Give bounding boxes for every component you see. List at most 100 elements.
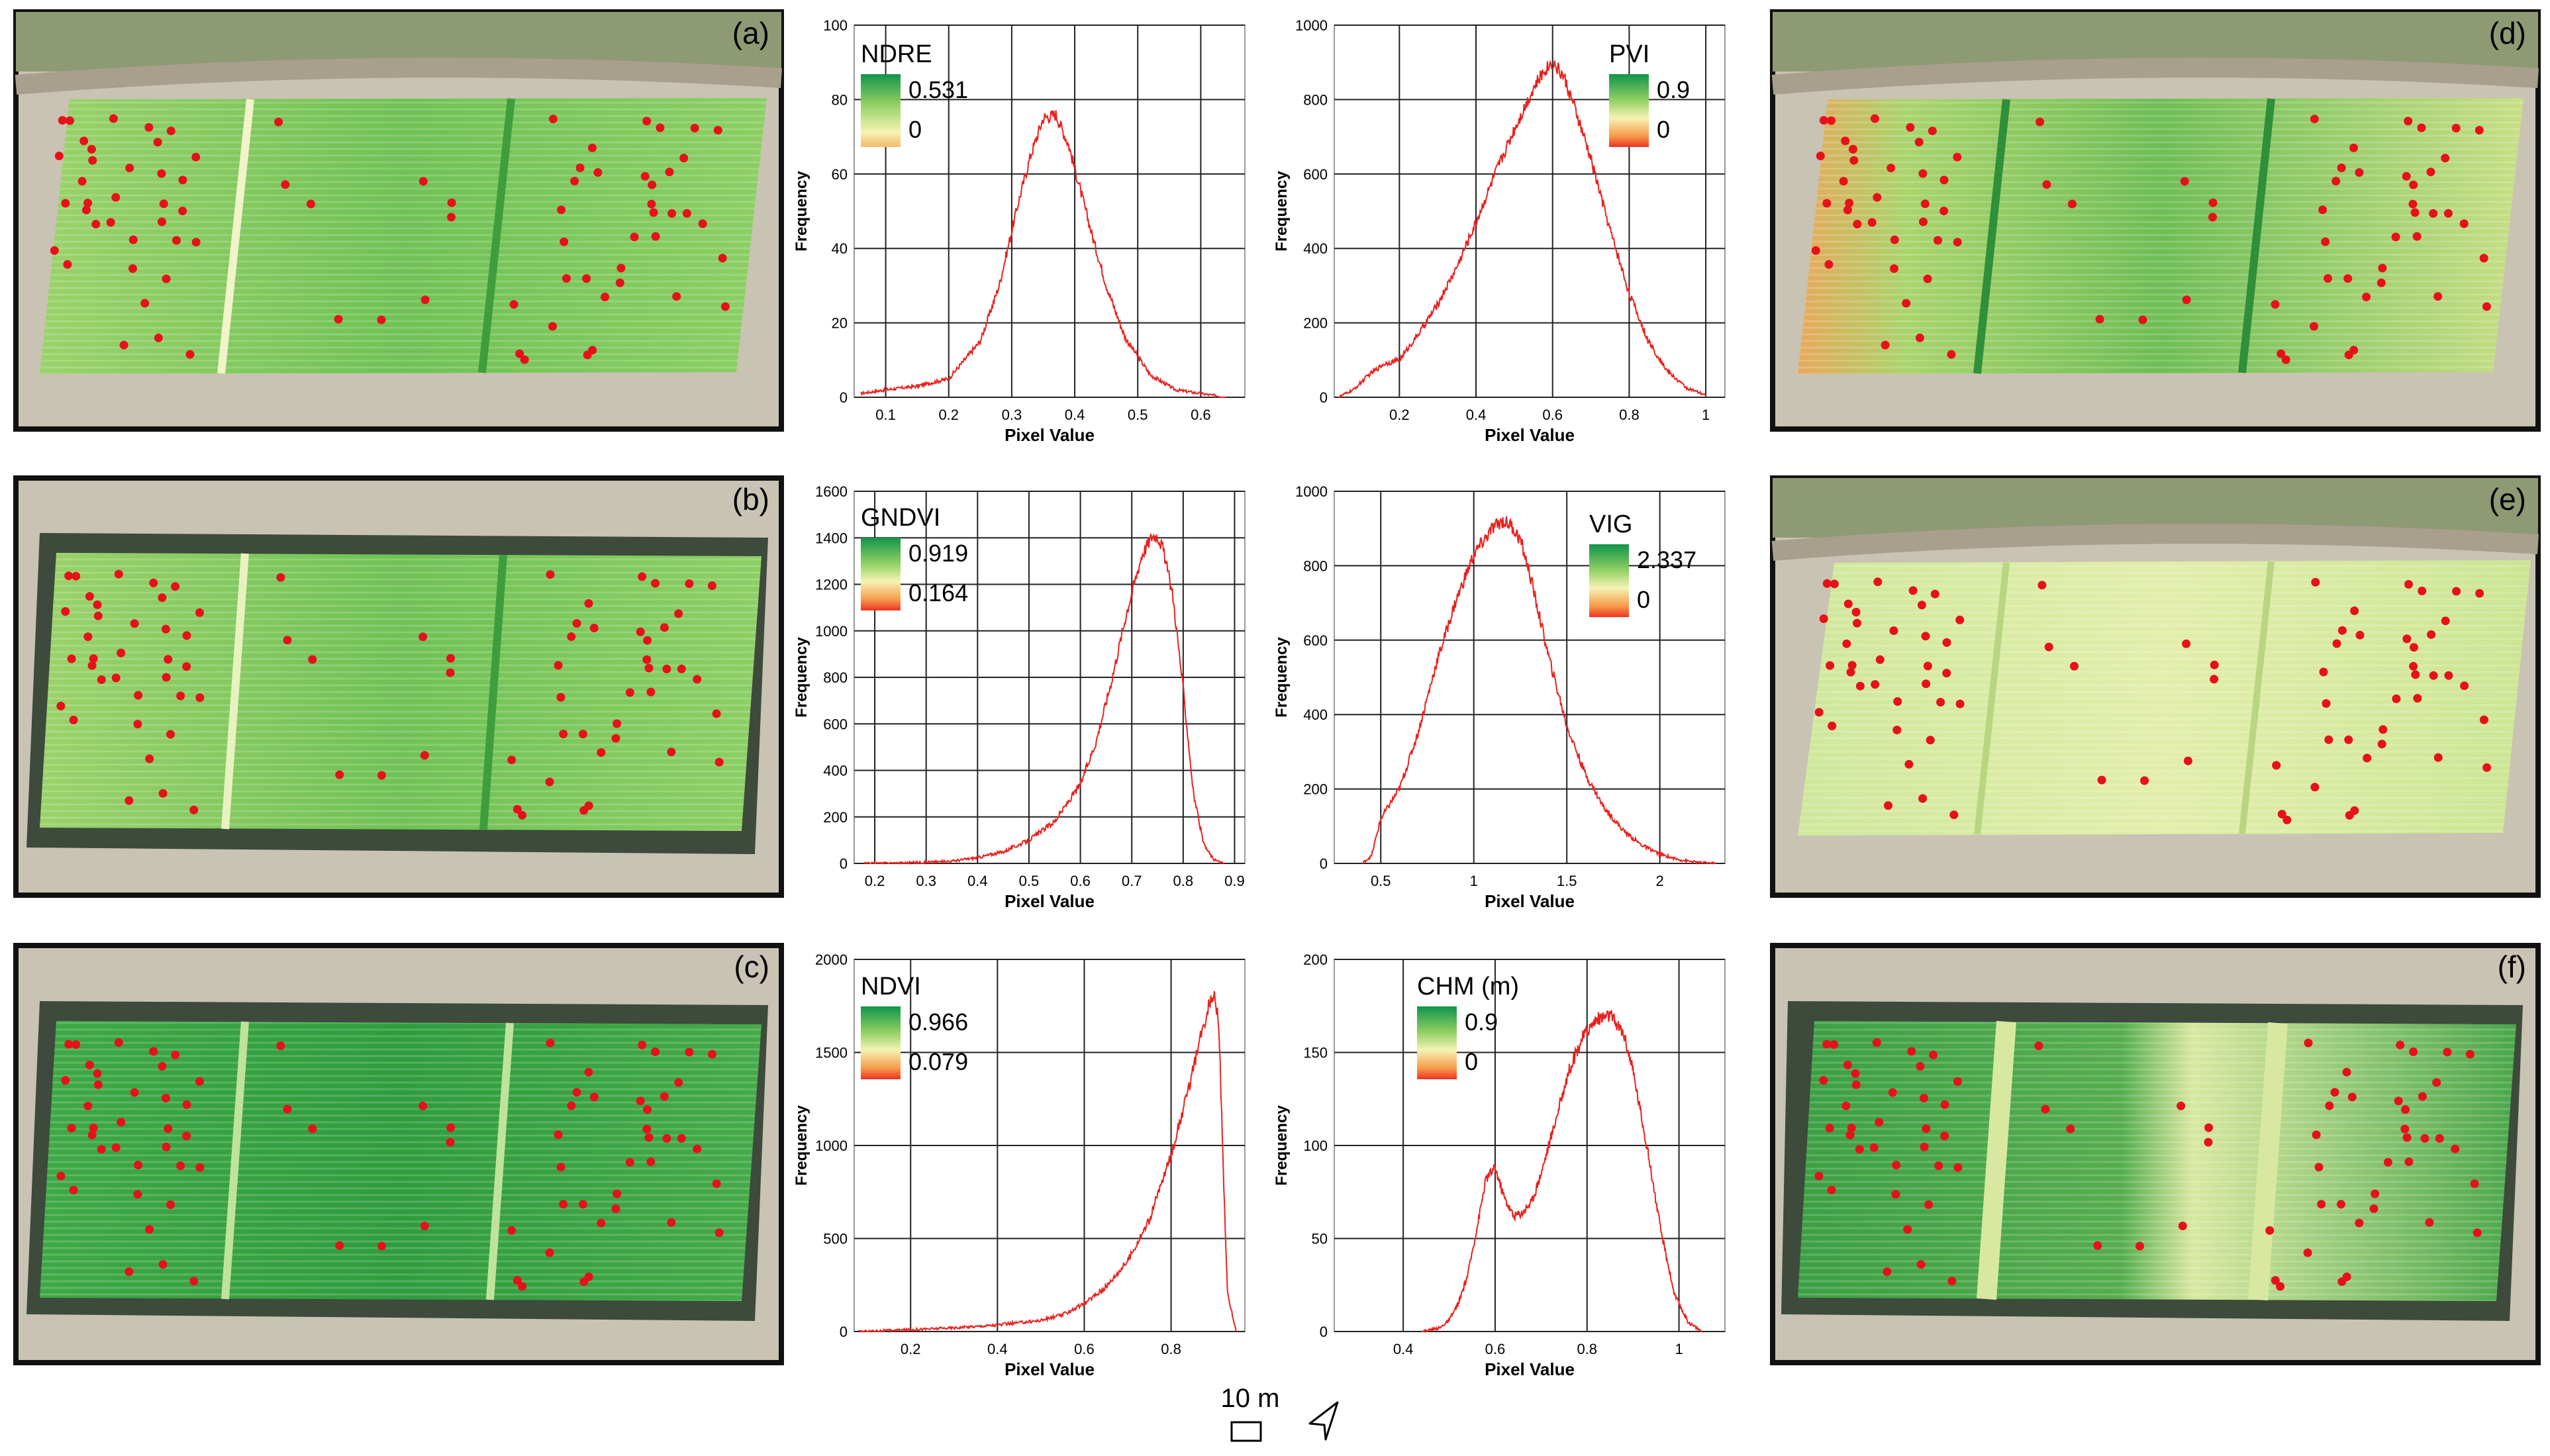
sample-dot [2426, 168, 2435, 177]
sample-dot [1903, 1225, 1912, 1234]
sample-dot [83, 199, 93, 208]
y-tick-label: 600 [1303, 166, 1328, 183]
sample-dot [109, 114, 118, 123]
sample-dot [667, 209, 677, 218]
sample-dot [1934, 1161, 1943, 1171]
sample-dot [447, 213, 456, 222]
y-tick-label: 50 [1312, 1231, 1328, 1247]
sample-dot [515, 349, 524, 358]
sample-dot [1918, 794, 1928, 803]
sample-dot [83, 1101, 93, 1110]
sample-dot [1887, 164, 1896, 173]
sample-dot [636, 627, 645, 636]
x-tick-label: 0.4 [1065, 407, 1085, 423]
sample-dot [2271, 300, 2280, 309]
x-tick-label: 0.8 [1577, 1341, 1597, 1357]
sample-dot [158, 789, 168, 798]
x-tick-label: 0.6 [1070, 873, 1091, 889]
sample-dot [189, 1277, 199, 1286]
sample-dot [2460, 681, 2469, 691]
sample-dot [58, 116, 67, 125]
y-tick-label: 0 [840, 855, 848, 872]
sample-dot [1843, 205, 1852, 215]
sample-dot [2210, 675, 2219, 684]
sample-dot [2362, 293, 2371, 301]
y-tick-label: 400 [1303, 240, 1328, 257]
sample-dot [2317, 1200, 2326, 1209]
sample-dot [1923, 661, 1932, 671]
legend-title: CHM (m) [1417, 973, 1519, 1000]
sample-dot [2343, 274, 2353, 283]
sample-dot [377, 315, 386, 324]
scale-box [1230, 1421, 1262, 1442]
sample-dot [2420, 1134, 2429, 1143]
sample-dot [2404, 117, 2413, 126]
sample-dot [2412, 232, 2422, 241]
sample-dot [682, 209, 691, 218]
sample-dot [2265, 1226, 2275, 1235]
sample-dot [2271, 1276, 2280, 1285]
sample-dot [613, 719, 622, 728]
sample-dot [2318, 205, 2328, 215]
sample-dot [567, 632, 576, 641]
sample-dot [50, 246, 59, 255]
sample-dot [2355, 168, 2364, 177]
sample-dot [2433, 753, 2443, 762]
sample-dot [644, 663, 654, 673]
sample-dot [1940, 1100, 1949, 1109]
sample-dot [1947, 350, 1956, 359]
sample-dot [513, 804, 522, 814]
sample-dot [162, 624, 170, 634]
x-tick-label: 0.8 [1619, 407, 1640, 423]
x-tick-label: 0.9 [1224, 873, 1245, 889]
sample-dot [2443, 209, 2453, 218]
sample-dot [195, 608, 204, 617]
sample-dot [562, 274, 571, 283]
field-alley [221, 1021, 249, 1300]
sample-dot [125, 164, 134, 173]
sample-dot [158, 1260, 168, 1269]
sample-dot [2377, 740, 2386, 749]
color-legend: CHM (m) 0.9 0 [1417, 973, 1519, 1079]
sample-dot [572, 1088, 581, 1097]
legend-min-label: 0.164 [908, 579, 968, 607]
x-tick-label: 0.6 [1542, 407, 1563, 423]
sample-dot [418, 632, 428, 642]
sample-dot [176, 1161, 185, 1171]
sample-dot [572, 619, 581, 628]
sample-dot-group [1811, 114, 2491, 364]
panel-label: (c) [734, 949, 769, 984]
y-tick-label: 100 [823, 17, 848, 34]
panel-label: (f) [2498, 949, 2526, 984]
sample-dot [72, 571, 81, 581]
sample-dot [1892, 726, 1902, 734]
sample-dot [2363, 753, 2372, 763]
sample-dot [520, 355, 529, 364]
sample-dot [164, 655, 173, 664]
map-panel-f: (f) [1770, 943, 2541, 1365]
sample-dot [1847, 661, 1857, 670]
sample-dot [164, 1124, 173, 1134]
field-alley [486, 1022, 514, 1300]
sample-dot [638, 1040, 647, 1049]
sample-dot [559, 730, 568, 738]
sample-dot [2470, 1179, 2479, 1189]
sample-dot [2034, 1042, 2043, 1050]
legend-max-label: 2.337 [1637, 546, 1696, 573]
field-alley [2239, 561, 2275, 834]
sample-dot [191, 238, 201, 247]
sample-dot [2413, 694, 2422, 703]
sample-dot [64, 571, 74, 581]
sample-dot [1953, 1163, 1963, 1172]
sample-dot [2443, 1047, 2452, 1057]
sample-dot-group [50, 114, 730, 364]
sample-dot [625, 1157, 634, 1167]
x-tick-label: 1 [1702, 407, 1710, 423]
y-axis-label: Frequency [793, 1105, 810, 1186]
sample-dot [679, 154, 689, 163]
sample-dot [2277, 810, 2286, 819]
sample-dot [2095, 315, 2104, 324]
sample-dot [67, 1124, 76, 1133]
sample-dot [158, 217, 166, 226]
